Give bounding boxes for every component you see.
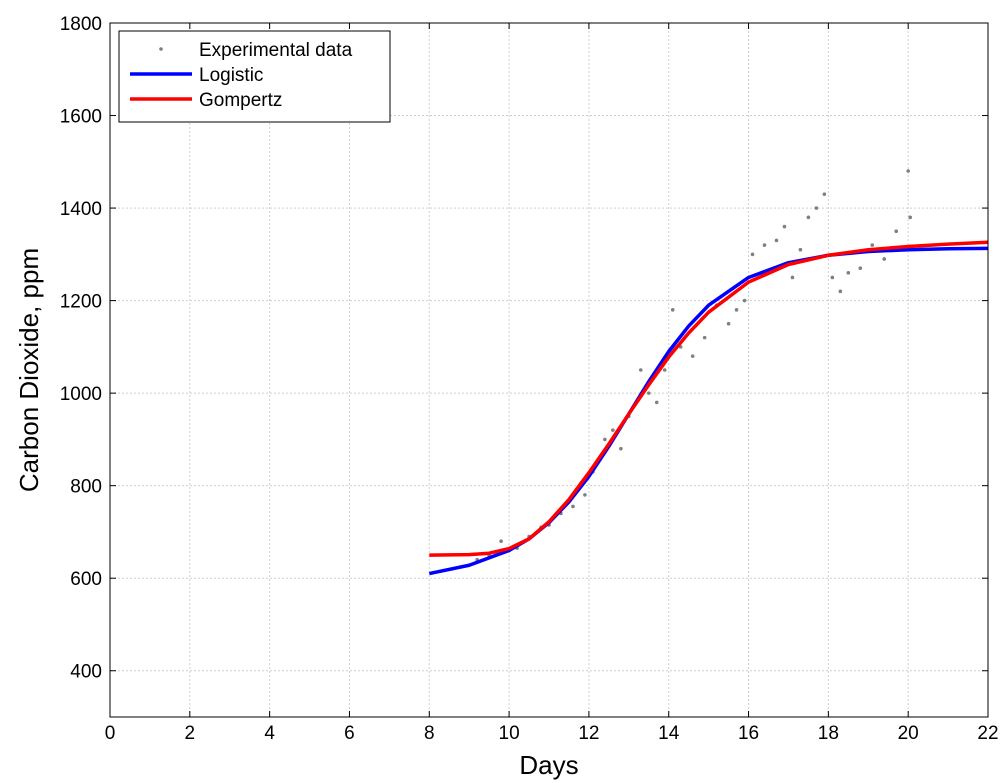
x-tick-label: 16 <box>738 723 759 744</box>
x-tick-label: 22 <box>977 723 998 744</box>
experimental-data-point <box>702 335 707 340</box>
experimental-data-point <box>870 243 875 247</box>
experimental-data-point <box>858 266 863 271</box>
experimental-data-point <box>583 493 587 497</box>
experimental-data-point <box>499 539 503 543</box>
experimental-data-point <box>654 400 659 405</box>
axis-ticks: 0 2 4 6 8 10 12 14 16 18 20 22 400 600 800 1000 1200 1400… <box>60 14 999 744</box>
experimental-data-point <box>782 224 787 229</box>
y-axis-title: Carbon Dioxide, ppm <box>14 248 44 492</box>
experimental-data-point <box>750 252 755 257</box>
y-tick-label: 1000 <box>60 384 102 405</box>
experimental-data-point <box>619 446 623 451</box>
legend-label-gompertz: Gompertz <box>199 90 282 111</box>
experimental-data-point <box>742 298 747 303</box>
experimental-data-point <box>906 169 910 173</box>
experimental-data-point <box>908 215 912 220</box>
y-tick-label: 1200 <box>60 292 102 313</box>
experimental-data-point <box>814 206 819 210</box>
x-tick-label: 10 <box>499 723 520 744</box>
experimental-data-point <box>790 275 795 280</box>
experimental-data-point <box>734 308 739 312</box>
experimental-data-point <box>774 238 779 243</box>
experimental-data-point <box>894 229 899 233</box>
experimental-data-point <box>838 289 843 294</box>
gompertz-fit-line <box>429 240 989 557</box>
y-tick-label: 800 <box>70 477 102 498</box>
y-tick-label: 600 <box>70 569 102 590</box>
y-tick-label: 1600 <box>60 107 102 128</box>
x-tick-label: 2 <box>185 723 196 744</box>
y-tick-label: 1400 <box>60 199 102 220</box>
experimental-data-point <box>806 215 811 220</box>
x-axis-title: Days <box>519 750 578 780</box>
experimental-data-point <box>638 368 643 372</box>
legend-label-logistic: Logistic <box>199 65 263 86</box>
plot-frame <box>109 22 989 718</box>
experimental-data-point <box>662 368 667 372</box>
x-tick-label: 6 <box>344 723 355 744</box>
experimental-data-point <box>822 192 827 196</box>
experimental-data-point <box>690 354 695 358</box>
y-tick-label: 1800 <box>60 14 102 35</box>
x-tick-label: 20 <box>898 723 919 744</box>
experimental-data-point <box>762 243 767 247</box>
experimental-data-point <box>646 391 651 395</box>
experimental-data-point <box>611 428 615 432</box>
legend-marker-experimental-data <box>159 47 163 51</box>
legend: Experimental data Logistic Gompertz <box>118 30 391 123</box>
experimental-data-point <box>726 321 731 326</box>
x-tick-label: 18 <box>818 723 839 744</box>
experimental-data-point <box>798 247 803 252</box>
fit-lines <box>428 240 989 576</box>
experimental-data-point <box>882 257 887 261</box>
legend-box <box>118 30 391 123</box>
experimental-data-point <box>603 437 607 442</box>
x-tick-label: 12 <box>578 723 599 744</box>
legend-label-experimental-data: Experimental data <box>199 40 353 61</box>
y-tick-label: 400 <box>70 662 102 683</box>
x-tick-label: 4 <box>264 723 275 744</box>
x-tick-label: 8 <box>424 723 435 744</box>
experimental-data-point <box>670 308 675 312</box>
experimental-data-point <box>846 271 851 275</box>
x-tick-label: 14 <box>658 723 680 744</box>
experimental-data-point <box>571 504 575 509</box>
plot-background <box>110 23 988 717</box>
x-tick-label: 0 <box>105 723 116 744</box>
experimental-data-point <box>830 275 835 280</box>
